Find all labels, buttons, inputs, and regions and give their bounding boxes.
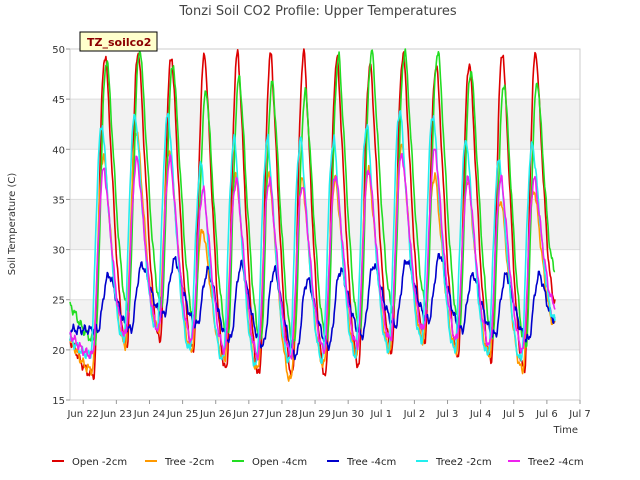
x-tick-label: Jul 6 [535,409,558,420]
x-tick-label: Jun 30 [331,409,364,420]
chart-title: Tonzi Soil CO2 Profile: Upper Temperatur… [178,4,457,19]
x-tick-label: Jun 25 [166,409,199,420]
site-label-box: TZ_soilco2 [79,31,158,52]
plot-area [69,48,581,401]
x-tick-label: Jun 24 [133,409,166,420]
series-line [69,48,556,348]
y-tick-label: 25 [52,296,65,307]
series-lines [69,48,556,382]
x-tick-label: Jun 23 [100,409,133,420]
x-tick-label: Jun 26 [199,409,232,420]
x-tick-label: Jul 4 [469,409,492,420]
y-tick-label: 30 [52,246,65,257]
x-tick-label: Jul 7 [568,409,591,420]
y-tick-label: 20 [52,346,65,357]
y-axis: 15 20 25 30 35 40 45 50 [52,45,70,407]
series-line [69,48,556,381]
series-line [69,148,556,361]
x-axis: Jun 22 Jun 23 Jun 24 Jun 25 Jun 26 Jun 27 Jun … [66,400,591,420]
legend-label: Tree -4cm [346,457,396,468]
plot-frame [69,48,581,401]
y-tick-label: 45 [52,95,65,106]
x-tick-label: Jun 22 [66,409,99,420]
x-tick-label: Jul 5 [502,409,525,420]
legend: Open -2cm Tree -2cm Open -4cm Tree -4cm Tree… [52,457,584,468]
x-axis-label: Time [553,425,578,436]
x-tick-label: Jul 3 [436,409,459,420]
legend-label: Tree2 -2cm [435,457,492,468]
site-label: TZ_soilco2 [87,36,151,49]
legend-label: Open -2cm [72,457,127,468]
y-axis-label: Soil Temperature (C) [7,173,18,276]
grid-band [70,99,580,150]
legend-label: Tree -2cm [164,457,214,468]
legend-label: Tree2 -4cm [527,457,584,468]
x-tick-label: Jul 2 [403,409,426,420]
y-tick-label: 50 [52,45,65,56]
y-tick-label: 40 [52,145,65,156]
x-tick-label: Jun 27 [232,409,265,420]
x-tick-label: Jul 1 [369,409,392,420]
x-tick-label: Jun 29 [298,409,331,420]
x-tick-label: Jun 28 [265,409,298,420]
legend-label: Open -4cm [252,457,307,468]
y-tick-label: 15 [52,396,65,407]
y-tick-label: 35 [52,195,65,206]
